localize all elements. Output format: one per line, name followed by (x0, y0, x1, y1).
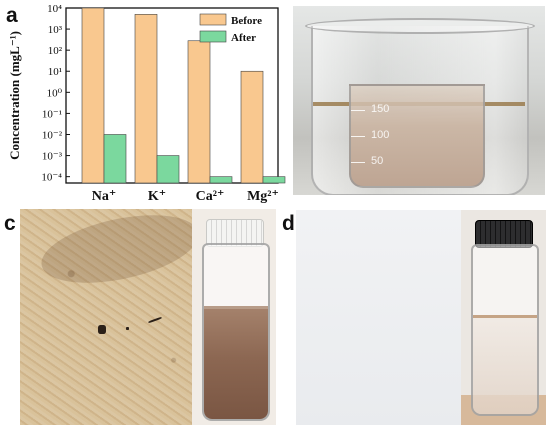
bar-before-2 (187, 40, 211, 184)
clear-liquid (473, 318, 537, 414)
dark-liquid (204, 309, 268, 419)
vial-inset-background (461, 210, 546, 425)
vial-glass (471, 244, 539, 416)
y-tick-label: 10⁻⁴ (41, 172, 62, 184)
panel-label-d: d (282, 212, 295, 235)
legend-swatch-before (199, 13, 227, 26)
legend-label-after: After (231, 32, 256, 44)
graduation-label-150: 150 (371, 103, 390, 115)
y-axis-label: Concentration (mgL⁻¹) (7, 31, 22, 160)
y-tick-label: 10¹ (48, 66, 62, 78)
y-tick-label: 10² (48, 45, 63, 57)
beaker-rim (305, 18, 535, 34)
bar-before-1 (134, 14, 158, 184)
particle (148, 316, 162, 324)
beaker-photo: 150 100 50 (293, 6, 545, 195)
legend-swatch-after (199, 30, 227, 43)
particle (98, 325, 106, 334)
bar-before-0 (81, 7, 105, 184)
bar-after-3 (262, 176, 286, 184)
panel-label-c: c (4, 212, 16, 235)
stain (35, 209, 205, 295)
inner-beaker (349, 84, 485, 188)
y-tick-label: 10⁻¹ (42, 108, 62, 120)
x-tick-label: Mg²⁺ (247, 189, 279, 204)
graduation-tick (351, 136, 365, 137)
bar-before-3 (240, 70, 264, 184)
vial-cap (206, 219, 264, 247)
x-tick-label: Na⁺ (92, 189, 117, 204)
particle-surface-photo (20, 209, 276, 425)
x-tick-label: K⁺ (148, 189, 166, 204)
x-tick-label: Ca²⁺ (196, 189, 225, 204)
panel-label-a: a (6, 4, 18, 27)
vial-cap (475, 220, 533, 248)
bar-after-1 (156, 155, 180, 184)
graduation-label-50: 50 (371, 155, 384, 167)
y-tick-label: 10⁴ (47, 3, 62, 15)
particle (126, 327, 129, 330)
clear-liquid-vial (465, 214, 541, 420)
graduation-label-100: 100 (371, 129, 390, 141)
graduation-tick (351, 162, 365, 163)
meniscus (204, 306, 268, 309)
legend-label-before: Before (231, 15, 262, 27)
graduation-tick (351, 110, 365, 111)
dark-liquid-vial (196, 213, 272, 423)
vial-inset-background (192, 209, 276, 425)
y-tick-label: 10³ (48, 24, 63, 36)
meniscus (473, 315, 537, 318)
ion-concentration-chart: 10⁴ 10³ 10² 10¹ 10⁰ 10⁻¹ 10⁻² 10⁻³ 10⁻⁴ Concentra… (7, 3, 286, 204)
bar-after-2 (209, 176, 233, 184)
y-tick-label: 10⁰ (47, 87, 63, 99)
y-tick-label: 10⁻³ (42, 151, 63, 163)
vial-glass (202, 243, 270, 421)
y-tick-label: 10⁻² (42, 129, 63, 141)
bar-after-0 (103, 134, 127, 184)
clean-surface-photo (296, 210, 546, 425)
